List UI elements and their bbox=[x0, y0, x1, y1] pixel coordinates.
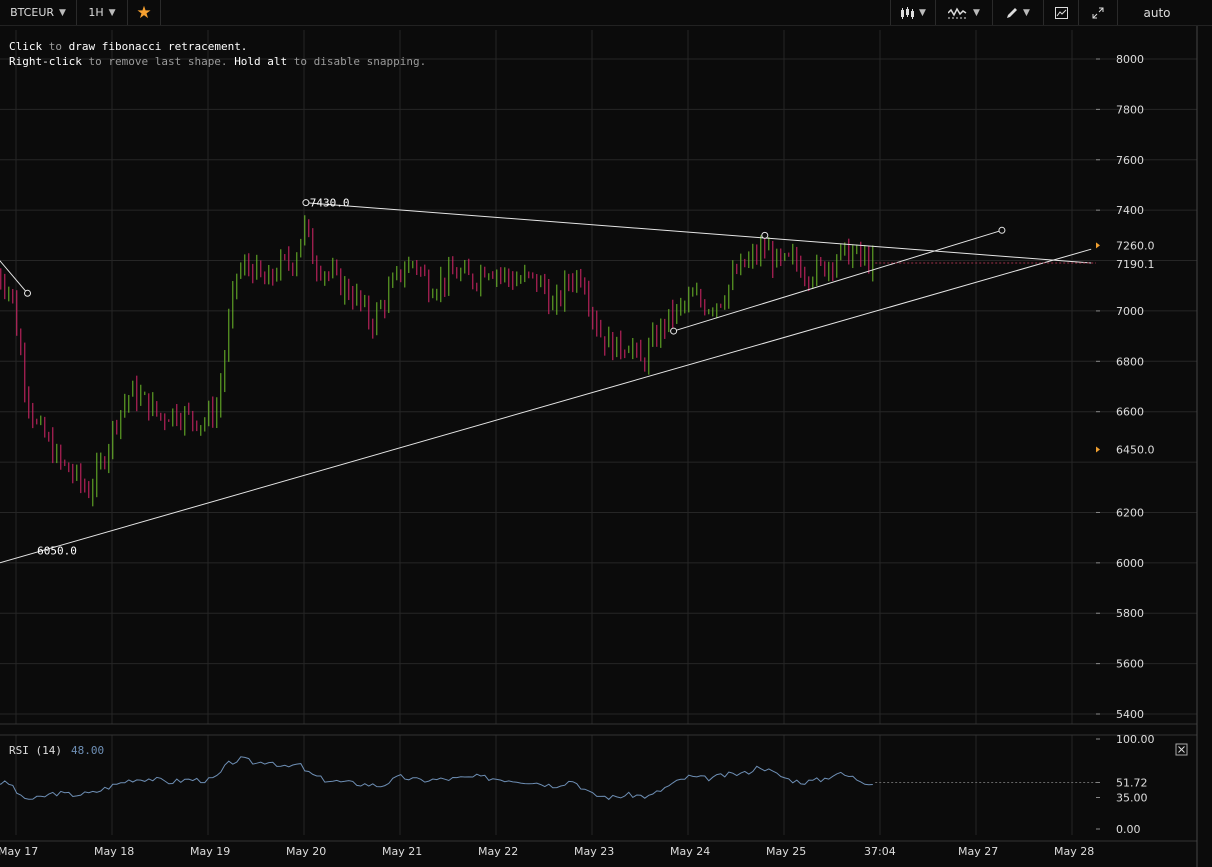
chevron-down-icon: ▼ bbox=[919, 7, 926, 18]
x-tick-label: May 25 bbox=[766, 845, 806, 858]
x-tick-label: May 28 bbox=[1054, 845, 1094, 858]
x-tick-label: May 24 bbox=[670, 845, 710, 858]
price-marker-arrow bbox=[1096, 242, 1100, 249]
help-text-part: to disable snapping. bbox=[287, 55, 427, 68]
chart-image-icon bbox=[1054, 6, 1068, 19]
price-marker-label: 6450.0 bbox=[1116, 443, 1155, 456]
symbol-label: BTCEUR bbox=[10, 6, 55, 19]
trendline-handle bbox=[302, 199, 310, 207]
left-trendline bbox=[0, 260, 28, 294]
resistance-trendline bbox=[303, 202, 1092, 264]
close-icon[interactable] bbox=[1175, 743, 1188, 756]
y-tick-label: 6200 bbox=[1116, 506, 1144, 519]
expand-icon bbox=[1092, 7, 1104, 18]
channel-trendline bbox=[673, 229, 1003, 332]
price-axis[interactable]: 5400 5600 5800 6000 6200 6600 6800 7000 7400 7600… bbox=[1096, 53, 1155, 721]
interval-selector[interactable]: 1H ▼ bbox=[77, 0, 127, 25]
x-tick-label: May 27 bbox=[958, 845, 998, 858]
rsi-tick-label: 51.72 bbox=[1116, 776, 1148, 789]
rsi-tick-label: 100.00 bbox=[1116, 733, 1155, 746]
trendline-handle bbox=[670, 327, 678, 335]
chart-type-button[interactable]: ▼ bbox=[891, 0, 935, 25]
last-price-label: 7190.1 bbox=[1116, 258, 1155, 271]
scale-mode-label: auto bbox=[1143, 5, 1171, 20]
y-tick-label: 5400 bbox=[1116, 708, 1144, 721]
support-trendline bbox=[0, 248, 1092, 564]
trendline-handle bbox=[998, 226, 1006, 234]
high-annotation: 7430.0 bbox=[310, 197, 350, 210]
scale-mode-button[interactable]: auto bbox=[1118, 0, 1196, 25]
x-tick-label: May 18 bbox=[94, 845, 134, 858]
help-click-label: Click bbox=[9, 40, 43, 53]
rsi-value: 48.00 bbox=[71, 744, 104, 757]
rsi-line bbox=[0, 756, 873, 801]
y-tick-label: 7600 bbox=[1116, 154, 1144, 167]
help-target-label: draw fibonacci retracement. bbox=[68, 40, 248, 53]
y-tick-label: 7000 bbox=[1116, 305, 1144, 318]
drawing-help-text: Click to draw fibonacci retracement. Rig… bbox=[9, 39, 426, 69]
chevron-down-icon: ▼ bbox=[59, 7, 66, 18]
price-marker-label: 7260.0 bbox=[1116, 239, 1155, 252]
chevron-down-icon: ▼ bbox=[108, 7, 116, 18]
close-icon-box bbox=[1175, 743, 1188, 756]
symbol-selector[interactable]: BTCEUR ▼ bbox=[0, 0, 76, 25]
x-tick-label: May 23 bbox=[574, 845, 614, 858]
y-tick-label: 5800 bbox=[1116, 607, 1144, 620]
y-tick-label: 7800 bbox=[1116, 103, 1144, 116]
candles-icon bbox=[901, 6, 915, 19]
x-tick-label: May 17 bbox=[0, 845, 38, 858]
countdown-label: 37:04 bbox=[864, 845, 896, 858]
x-tick-label: May 22 bbox=[478, 845, 518, 858]
time-axis[interactable]: May 17 May 18 May 19 May 20 May 21 May 22 May … bbox=[0, 845, 1094, 858]
draw-tools-button[interactable]: ▼ bbox=[993, 0, 1043, 25]
chevron-down-icon: ▼ bbox=[1023, 7, 1030, 18]
y-tick-label: 6800 bbox=[1116, 355, 1144, 368]
x-tick-label: May 21 bbox=[382, 845, 422, 858]
rsi-label: RSI (14) bbox=[9, 744, 62, 757]
y-tick-label: 7400 bbox=[1116, 204, 1144, 217]
x-tick-label: May 20 bbox=[286, 845, 326, 858]
chevron-down-icon: ▼ bbox=[973, 7, 980, 18]
y-tick-label: 8000 bbox=[1116, 53, 1144, 66]
y-tick-label: 5600 bbox=[1116, 658, 1144, 671]
pencil-icon bbox=[1007, 7, 1018, 18]
candles bbox=[0, 215, 874, 507]
y-tick-label: 6600 bbox=[1116, 406, 1144, 419]
rsi-pane: 100.00 51.72 35.00 0.00 RSI (14) 48.00 bbox=[0, 733, 1188, 836]
top-toolbar: BTCEUR ▼ 1H ▼ ★ ▼ ▼ ▼ bbox=[0, 0, 1212, 26]
low-annotation: 6050.0 bbox=[37, 544, 77, 557]
help-rightclick-label: Right-click bbox=[9, 55, 82, 68]
help-hold-alt-label: Hold alt bbox=[234, 55, 288, 68]
trendline-handle bbox=[761, 231, 769, 239]
x-tick-label: May 19 bbox=[190, 845, 230, 858]
star-icon[interactable]: ★ bbox=[136, 2, 152, 23]
grid-lines bbox=[0, 26, 1198, 867]
rsi-tick-label: 35.00 bbox=[1116, 792, 1148, 805]
help-text-part: to bbox=[42, 40, 69, 53]
rsi-tick-label: 0.00 bbox=[1116, 823, 1141, 836]
y-tick-label: 6000 bbox=[1116, 557, 1144, 570]
close-icon-stroke bbox=[1178, 746, 1185, 753]
trendline-drawings[interactable]: 7430.0 6050.0 bbox=[0, 197, 1096, 564]
indicators-icon bbox=[948, 6, 969, 18]
help-text-part: to remove last shape. bbox=[81, 55, 235, 68]
price-marker-arrow bbox=[1096, 446, 1100, 453]
interval-label: 1H bbox=[88, 6, 104, 19]
chart-image-button[interactable] bbox=[1044, 0, 1078, 25]
indicators-button[interactable]: ▼ bbox=[936, 0, 992, 25]
fullscreen-button[interactable] bbox=[1079, 0, 1117, 25]
trendline-handle bbox=[24, 289, 32, 297]
